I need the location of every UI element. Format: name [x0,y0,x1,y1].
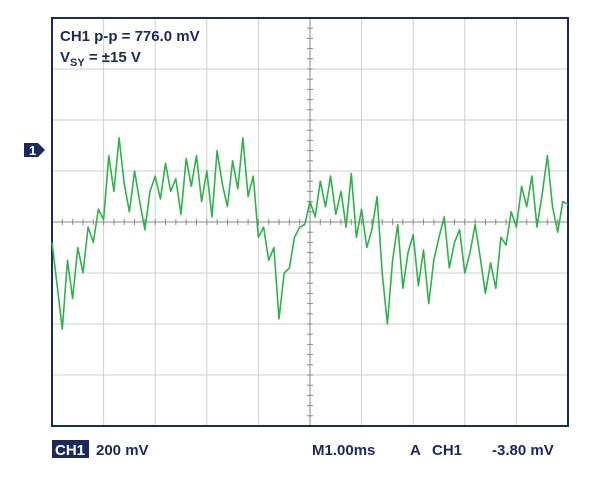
footer-trigger-level: -3.80 mV [492,442,554,459]
footer-timebase: M1.00ms [312,442,375,459]
measure-text: CH1 p-p = 776.0 mV [60,28,200,45]
supply-sub: SY [70,57,85,69]
waveform [51,137,569,330]
supply-v: V [60,49,70,66]
footer-channel: CH1 [55,442,85,459]
channel-badge [52,440,89,458]
footer-trigger: A [410,442,421,459]
channel-marker-tag [24,143,45,157]
supply-text: VSY = ±15 V [60,49,141,69]
plot-frame [51,17,569,427]
channel-marker: 1 [29,143,36,158]
footer-trigger-channel: CH1 [432,442,462,459]
footer-scale: 200 mV [96,442,149,459]
grid [52,18,568,426]
supply-rest: = ±15 V [85,49,141,66]
